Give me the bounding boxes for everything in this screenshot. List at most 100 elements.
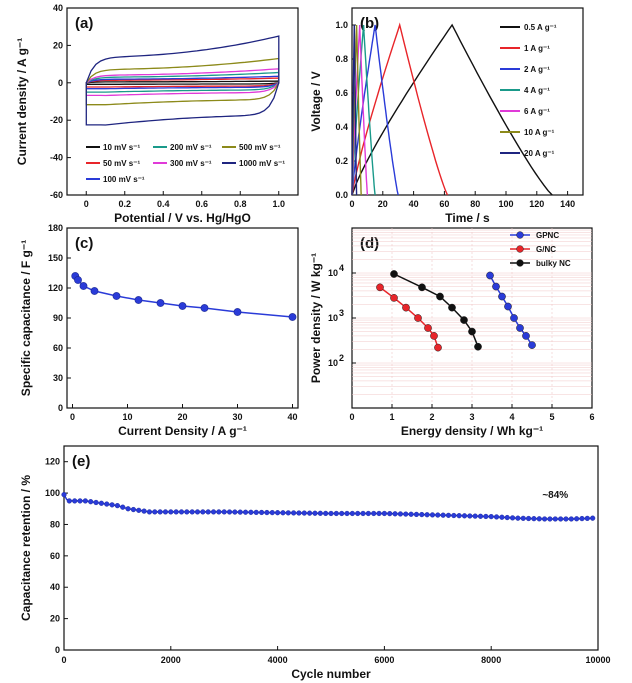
data-point	[376, 283, 384, 292]
data-point	[136, 507, 142, 513]
data-point	[477, 513, 484, 519]
y-tick-label: 180	[48, 223, 63, 233]
legend-label: 0.5 A g⁻¹	[524, 23, 557, 32]
data-point	[413, 511, 420, 518]
data-point	[162, 509, 169, 515]
data-point	[258, 509, 265, 516]
y-tick-label: 1.0	[335, 20, 348, 30]
data-point	[492, 282, 500, 291]
data-point	[483, 513, 489, 520]
x-axis-title: Potential / V vs. Hg/HgO	[114, 211, 251, 225]
data-point	[451, 512, 457, 519]
gcd-curve	[351, 24, 358, 196]
legend-label: 1000 mV s⁻¹	[239, 159, 285, 168]
data-point	[486, 271, 494, 280]
data-point	[504, 302, 512, 311]
data-point	[156, 299, 165, 307]
data-point	[301, 510, 307, 516]
data-point	[130, 506, 137, 513]
data-point	[472, 513, 478, 519]
legend-label: 20 A g⁻¹	[524, 149, 555, 158]
data-point	[66, 498, 72, 504]
x-axis-title: Energy density / Wh kg⁻¹	[401, 424, 543, 438]
data-point	[498, 292, 506, 301]
gcd-curve	[351, 22, 449, 196]
y-axis-title: Specific capacitance / F g⁻¹	[19, 240, 33, 396]
y-tick-exponent: 2	[339, 353, 344, 363]
data-point	[531, 516, 537, 522]
y-tick-label: -40	[50, 153, 63, 163]
y-tick-label: 80	[50, 519, 60, 529]
data-point	[499, 514, 505, 520]
legend-label: G/NC	[536, 245, 556, 254]
x-tick-label: 6000	[374, 655, 394, 665]
y-tick-label: 0.0	[335, 190, 348, 200]
data-point	[114, 503, 121, 509]
data-point	[210, 509, 217, 515]
data-point	[402, 303, 410, 312]
data-point	[72, 498, 78, 504]
data-point	[280, 510, 286, 516]
y-tick-label: 120	[48, 283, 63, 293]
data-point	[77, 498, 83, 504]
data-point	[237, 509, 243, 515]
x-tick-label: 0	[349, 199, 354, 209]
data-point	[445, 512, 452, 518]
data-point	[516, 324, 524, 332]
data-point	[579, 515, 585, 522]
plot-frame	[351, 7, 584, 196]
data-point	[355, 510, 361, 517]
legend-label: 4 A g⁻¹	[524, 86, 550, 95]
data-point	[134, 296, 143, 304]
data-point	[488, 514, 494, 520]
data-point	[307, 510, 313, 516]
legend-label: 10 A g⁻¹	[524, 128, 555, 137]
data-point	[109, 502, 115, 508]
data-point	[269, 510, 275, 516]
y-axis-title: Current density / A g⁻¹	[15, 38, 29, 165]
x-tick-label: 40	[409, 199, 419, 209]
x-tick-label: 10	[122, 412, 132, 422]
data-point	[200, 509, 206, 515]
data-point	[520, 515, 526, 521]
data-point	[376, 510, 382, 517]
data-point	[424, 324, 432, 332]
y-tick-label: 0	[58, 78, 63, 88]
x-tick-label: 2000	[161, 655, 181, 665]
data-point	[584, 515, 590, 521]
data-point	[440, 512, 446, 518]
y-tick-label: 0.6	[335, 88, 348, 98]
data-point	[178, 302, 187, 310]
cv-curve	[85, 35, 280, 126]
legend-label: 300 mV s⁻¹	[170, 159, 212, 168]
data-point	[408, 511, 414, 517]
data-point	[242, 509, 249, 515]
legend-label: bulky NC	[536, 259, 571, 268]
x-tick-label: 30	[232, 412, 242, 422]
data-point	[226, 509, 233, 515]
data-point	[510, 314, 518, 322]
y-tick-exponent: 3	[339, 308, 344, 318]
data-point	[253, 509, 259, 515]
data-point	[461, 513, 468, 519]
x-tick-label: 0.2	[118, 199, 131, 209]
data-point	[430, 332, 438, 340]
series-line	[74, 275, 293, 318]
data-point	[216, 509, 222, 515]
data-point	[194, 509, 201, 515]
y-tick-label: 10	[328, 313, 338, 323]
data-point	[541, 516, 548, 522]
data-point	[125, 506, 131, 512]
data-point	[120, 504, 126, 510]
data-point	[141, 508, 147, 514]
y-tick-label: -60	[50, 190, 63, 200]
data-point	[403, 511, 409, 517]
data-point	[232, 509, 238, 515]
legend-label: 2 A g⁻¹	[524, 65, 550, 74]
legend-label: 100 mV s⁻¹	[103, 175, 145, 184]
data-point	[504, 514, 510, 521]
data-point	[515, 515, 521, 521]
data-point	[112, 292, 121, 300]
data-point	[221, 509, 227, 515]
